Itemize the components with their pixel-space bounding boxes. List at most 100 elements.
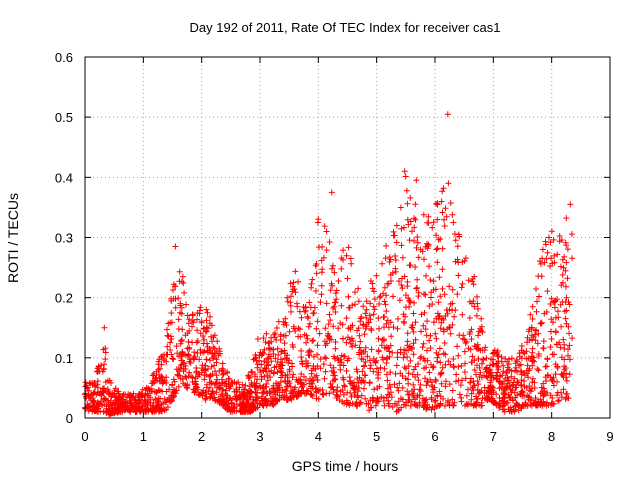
data-point: [326, 390, 333, 397]
data-point: [566, 342, 573, 349]
y-axis-label: ROTI / TECUs: [5, 193, 21, 283]
data-point: [401, 168, 408, 175]
data-point: [378, 394, 385, 400]
data-point: [331, 299, 338, 306]
data-point: [261, 397, 268, 403]
data-point: [201, 348, 208, 355]
data-point: [479, 360, 485, 367]
data-point: [407, 194, 414, 201]
data-point: [394, 384, 401, 391]
data-point: [314, 318, 321, 325]
data-point: [153, 403, 160, 410]
data-point: [310, 337, 317, 344]
data-point: [446, 381, 453, 388]
data-point: [503, 384, 510, 391]
data-point: [267, 374, 274, 381]
data-point: [365, 401, 372, 407]
data-point: [427, 332, 434, 339]
data-point: [504, 358, 511, 365]
data-point: [474, 378, 481, 385]
data-point: [565, 352, 571, 359]
data-point: [341, 400, 347, 407]
data-point: [406, 343, 413, 350]
data-point: [233, 408, 240, 415]
data-point: [400, 311, 407, 318]
data-point: [442, 383, 449, 390]
tick-labels: 0 1 2 3 4 5 6 7 8 9 0 0.1 0.2 0.3 0.4 0.5 0.6: [55, 50, 614, 444]
data-point: [104, 386, 111, 393]
data-point: [194, 327, 201, 334]
data-point: [396, 278, 402, 285]
data-point: [556, 238, 563, 245]
data-point: [416, 402, 423, 409]
data-point: [211, 332, 218, 339]
data-point: [208, 322, 215, 329]
data-point: [83, 395, 90, 402]
data-point: [544, 288, 551, 295]
data-point: [143, 406, 150, 413]
data-point: [133, 408, 140, 415]
data-point: [482, 344, 489, 351]
data-point: [560, 386, 567, 393]
data-point: [101, 395, 108, 402]
data-point: [487, 396, 494, 402]
data-point: [425, 213, 432, 220]
data-point: [559, 279, 566, 286]
data-point: [393, 408, 400, 415]
data-point: [406, 396, 413, 403]
data-point: [289, 341, 296, 348]
data-point: [273, 363, 280, 370]
data-point: [414, 234, 421, 240]
data-point: [188, 373, 194, 380]
data-point: [435, 313, 442, 320]
data-point: [125, 407, 131, 414]
data-point: [498, 354, 505, 361]
data-point: [360, 321, 367, 328]
data-point: [152, 395, 159, 402]
data-point: [381, 298, 388, 305]
data-point: [420, 340, 427, 347]
data-point: [354, 368, 361, 375]
data-point: [354, 388, 361, 395]
data-point: [435, 316, 442, 323]
data-point: [425, 378, 431, 385]
data-point: [529, 345, 536, 352]
data-point: [409, 228, 415, 235]
data-point: [504, 384, 511, 391]
data-point: [178, 278, 185, 285]
data-point: [535, 367, 542, 374]
data-point: [441, 223, 448, 229]
data-point: [189, 374, 196, 381]
data-point: [355, 394, 362, 401]
data-point: [206, 384, 213, 391]
data-point: [444, 111, 451, 118]
data-point: [357, 338, 364, 345]
data-point: [323, 300, 330, 307]
data-point: [260, 335, 267, 341]
data-point: [260, 368, 267, 374]
data-point: [434, 259, 441, 266]
data-point: [414, 276, 421, 283]
data-point: [433, 200, 440, 207]
data-point: [511, 408, 518, 415]
data-point: [429, 224, 436, 231]
data-point: [172, 243, 179, 250]
data-point: [385, 385, 391, 392]
data-point: [449, 286, 456, 293]
data-point: [500, 368, 507, 375]
data-point: [217, 398, 224, 405]
data-point: [272, 395, 279, 402]
data-point: [113, 397, 120, 404]
data-point: [439, 245, 446, 252]
data-point: [399, 285, 406, 292]
data-point: [316, 330, 323, 337]
data-point: [370, 311, 377, 318]
data-point: [142, 397, 149, 404]
data-point: [295, 391, 302, 398]
data-point: [267, 346, 274, 353]
data-point: [512, 364, 519, 371]
data-point: [500, 400, 507, 407]
data-point: [347, 340, 354, 347]
data-point: [170, 356, 177, 363]
data-point: [383, 242, 390, 249]
